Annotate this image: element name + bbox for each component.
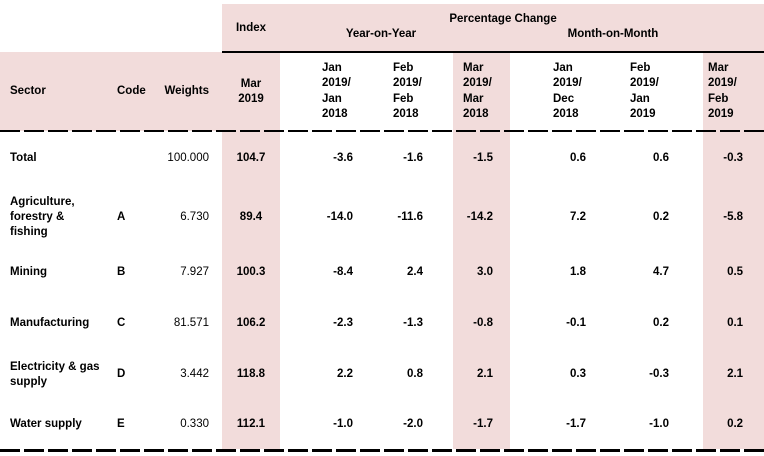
sector-name: Manufacturing xyxy=(10,316,90,329)
production-index-table: Index Percentage Change Year-on-Year Mon… xyxy=(0,4,764,449)
yoy-change-value: -2.3 xyxy=(333,316,353,329)
percentage-change-label: Percentage Change xyxy=(449,13,557,25)
yoy-change-value: -11.6 xyxy=(397,210,423,223)
yoy-change-value: 2.4 xyxy=(407,266,423,278)
sector-weight: 81.571 xyxy=(173,316,209,329)
column-header-mom-feb: Feb 2019/ Jan 2019 xyxy=(630,61,659,121)
column-header-yoy-jan: Jan 2019/ Jan 2018 xyxy=(322,61,351,121)
mom-change-value: 1.8 xyxy=(570,266,586,278)
column-header-yoy-mar: Mar 2019/ Mar 2018 xyxy=(453,52,510,131)
column-header-mom-jan: Jan 2019/ Dec 2018 xyxy=(553,61,582,121)
sector-code: D xyxy=(117,368,126,380)
mom-change-value: -0.3 xyxy=(703,131,764,186)
column-header-row: Sector Code Weights Mar 2019 Jan 2019/ J… xyxy=(0,52,764,131)
sector-code: E xyxy=(117,418,125,430)
mom-change-value: 2.1 xyxy=(703,349,764,400)
yoy-change-value: -8.4 xyxy=(333,266,353,278)
yoy-change-value: -1.6 xyxy=(403,152,423,164)
sector-name: Electricity & gas supply xyxy=(10,360,100,388)
sector-name: Total xyxy=(10,152,37,164)
sector-code: B xyxy=(117,266,126,278)
group-header-row: Index Percentage Change Year-on-Year Mon… xyxy=(0,4,764,52)
sector-weight: 100.000 xyxy=(167,152,209,164)
mom-change-value: 0.5 xyxy=(703,248,764,297)
table-row-agriculture: Agriculture, forestry & fishing A 6.730 … xyxy=(0,186,764,248)
group-header-underline xyxy=(222,51,764,53)
index-group-header: Index xyxy=(222,4,280,52)
yoy-change-value: -1.0 xyxy=(333,418,353,430)
mom-change-value: -5.8 xyxy=(703,186,764,248)
sector-weight: 3.442 xyxy=(180,368,209,380)
sector-code xyxy=(112,131,156,186)
yoy-change-value: -0.8 xyxy=(453,297,510,349)
mom-change-value: 0.2 xyxy=(703,400,764,449)
mom-change-value: 7.2 xyxy=(570,210,586,223)
index-value: 104.7 xyxy=(222,131,280,186)
sector-weight: 0.330 xyxy=(180,418,209,430)
index-value: 118.8 xyxy=(222,349,280,400)
mom-change-value: 0.2 xyxy=(653,316,669,329)
month-on-month-label: Month-on-Month xyxy=(567,28,659,40)
mom-change-value: 0.1 xyxy=(703,297,764,349)
table-row-water: Water supply E 0.330 112.1 -1.0 -2.0 -1.… xyxy=(0,400,764,449)
column-header-weights: Weights xyxy=(156,52,222,131)
column-header-index-period: Mar 2019 xyxy=(222,52,280,131)
column-header-code: Code xyxy=(112,52,156,131)
mom-change-value: -1.0 xyxy=(649,418,669,430)
mom-change-value: 0.3 xyxy=(570,368,586,380)
sector-name: Water supply xyxy=(10,418,82,430)
year-on-year-label: Year-on-Year xyxy=(345,28,417,40)
sector-code: A xyxy=(117,210,126,223)
table-bottom-rule xyxy=(0,449,764,452)
index-value: 106.2 xyxy=(222,297,280,349)
table-row-manufacturing: Manufacturing C 81.571 106.2 -2.3 -1.3 -… xyxy=(0,297,764,349)
group-header-spacer xyxy=(0,4,222,52)
yoy-change-value: -14.0 xyxy=(326,210,353,223)
header-separator-rule xyxy=(0,130,764,132)
mom-change-value: 0.2 xyxy=(653,210,669,223)
yoy-change-value: -2.0 xyxy=(403,418,423,430)
yoy-change-value: -1.3 xyxy=(403,316,423,329)
yoy-change-value: -14.2 xyxy=(453,186,510,248)
mom-change-value: 0.6 xyxy=(570,152,586,164)
yoy-change-value: 2.2 xyxy=(337,368,353,380)
sector-weight: 7.927 xyxy=(180,266,209,278)
sector-weight: 6.730 xyxy=(180,210,209,223)
table-row-total: Total 100.000 104.7 -3.6 -1.6 -1.5 0.6 0… xyxy=(0,131,764,186)
table-row-mining: Mining B 7.927 100.3 -8.4 2.4 3.0 1.8 4.… xyxy=(0,248,764,297)
yoy-change-value: -1.5 xyxy=(453,131,510,186)
mom-change-value: -0.1 xyxy=(566,316,586,329)
index-value: 112.1 xyxy=(222,400,280,449)
mom-change-value: 0.6 xyxy=(653,152,669,164)
column-header-sector: Sector xyxy=(0,52,112,131)
mom-change-value: -1.7 xyxy=(566,418,586,430)
yoy-change-value: -1.7 xyxy=(453,400,510,449)
mom-change-value: -0.3 xyxy=(649,368,669,380)
yoy-change-value: 3.0 xyxy=(453,248,510,297)
yoy-change-value: 2.1 xyxy=(453,349,510,400)
yoy-change-value: -3.6 xyxy=(333,152,353,164)
sector-code: C xyxy=(117,316,126,329)
yoy-change-value: 0.8 xyxy=(407,368,423,380)
column-header-mom-mar: Mar 2019/ Feb 2019 xyxy=(703,52,764,131)
sector-name: Agriculture, forestry & fishing xyxy=(10,195,75,238)
mom-change-value: 4.7 xyxy=(653,266,669,278)
sector-name: Mining xyxy=(10,266,48,278)
index-value: 89.4 xyxy=(222,186,280,248)
column-header-yoy-feb: Feb 2019/ Feb 2018 xyxy=(393,61,422,121)
index-value: 100.3 xyxy=(222,248,280,297)
table-row-electricity: Electricity & gas supply D 3.442 118.8 2… xyxy=(0,349,764,400)
percentage-change-group-header: Percentage Change Year-on-Year Month-on-… xyxy=(280,4,764,52)
